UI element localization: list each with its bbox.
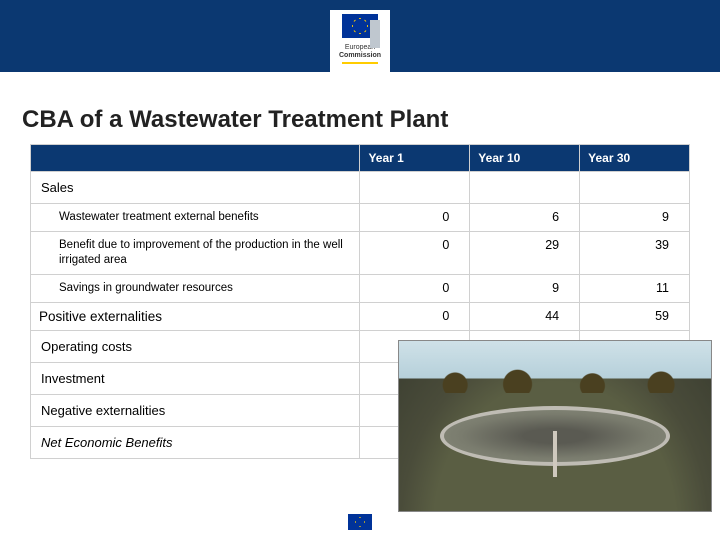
label-sales: Sales (31, 172, 360, 204)
val-positive-y1: 0 (360, 302, 470, 330)
val-positive-y30: 59 (580, 302, 690, 330)
row-sales: Sales (31, 172, 690, 204)
label-investment: Investment (31, 362, 360, 394)
val-groundwater-y30: 11 (580, 274, 690, 302)
header-bar: European Commission (0, 0, 720, 72)
val-irrigated-y30: 39 (580, 231, 690, 274)
val-groundwater-y1: 0 (360, 274, 470, 302)
col-header-blank (31, 145, 360, 172)
label-groundwater: Savings in groundwater resources (31, 274, 360, 302)
row-irrigated-area: Benefit due to improvement of the produc… (31, 231, 690, 274)
label-negative-ext: Negative externalities (31, 394, 360, 426)
ec-logo: European Commission (330, 10, 390, 98)
val-groundwater-y10: 9 (470, 274, 580, 302)
col-header-year30: Year 30 (580, 145, 690, 172)
val-external-benefits-y1: 0 (360, 204, 470, 232)
row-positive-externalities: Positive externalities 0 44 59 (31, 302, 690, 330)
row-groundwater: Savings in groundwater resources 0 9 11 (31, 274, 690, 302)
treatment-plant-photo (398, 340, 712, 512)
label-irrigated-area: Benefit due to improvement of the produc… (31, 231, 360, 274)
label-positive-ext: Positive externalities (31, 302, 360, 330)
col-header-year1: Year 1 (360, 145, 470, 172)
val-external-benefits-y30: 9 (580, 204, 690, 232)
building-icon (370, 20, 380, 48)
label-net-benefits: Net Economic Benefits (31, 426, 360, 458)
label-external-benefits: Wastewater treatment external benefits (31, 204, 360, 232)
col-header-year10: Year 10 (470, 145, 580, 172)
val-positive-y10: 44 (470, 302, 580, 330)
table-header-row: Year 1 Year 10 Year 30 (31, 145, 690, 172)
logo-underline (342, 62, 378, 64)
photo-trees (399, 353, 711, 393)
val-irrigated-y1: 0 (360, 231, 470, 274)
val-irrigated-y10: 29 (470, 231, 580, 274)
row-external-benefits: Wastewater treatment external benefits 0… (31, 204, 690, 232)
photo-walkway (553, 431, 557, 477)
val-external-benefits-y10: 6 (470, 204, 580, 232)
label-operating-costs: Operating costs (31, 330, 360, 362)
footer-eu-flag-icon (348, 514, 372, 530)
logo-text-bottom: Commission (339, 52, 381, 60)
